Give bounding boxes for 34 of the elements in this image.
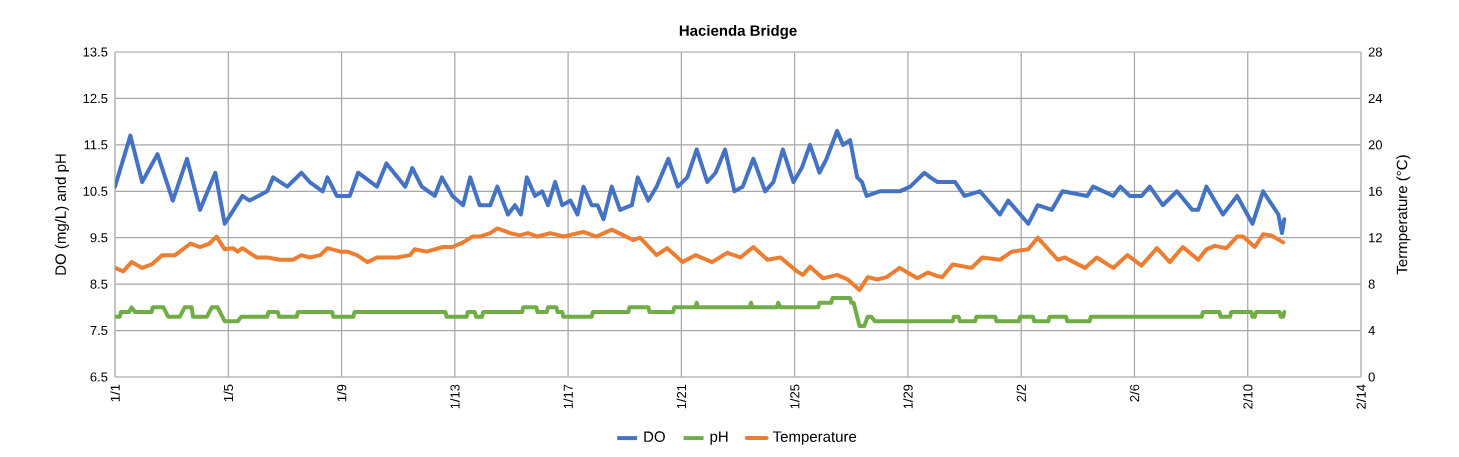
x-tick-label: 1/21 [676, 384, 687, 409]
y-tick-label: 13.5 [83, 47, 108, 57]
y2-tick-label: 0 [1368, 372, 1375, 382]
x-tick-label: 1/29 [903, 384, 913, 409]
y-tick-label: 10.5 [83, 186, 108, 196]
x-tick-label: 2/14 [1356, 384, 1366, 409]
y2-axis-title: Termperature (°C) [1396, 155, 1411, 275]
y-tick-label: 12.5 [83, 93, 108, 104]
legend-label: pH [710, 431, 728, 445]
y2-tick-label: 28 [1368, 47, 1382, 57]
y2-tick-label: 24 [1368, 93, 1383, 103]
x-tick-label: 1/25 [789, 384, 800, 409]
legend-label: Temperature [772, 431, 857, 445]
y2-tick-label: 12 [1369, 233, 1382, 243]
y-axis-title: DO (mg/L) and pH [54, 154, 69, 275]
y-tick-label: 9.5 [90, 233, 108, 243]
y-tick-label: 11.5 [84, 140, 108, 150]
x-tick-label: 2/10 [1242, 384, 1253, 409]
x-tick-label: 2/2 [1016, 384, 1026, 402]
x-tick-label: 2/6 [1129, 384, 1140, 402]
y2-tick-label: 8 [1368, 279, 1375, 289]
chart-title: Hacienda Bridge [679, 24, 797, 39]
x-tick-label: 1/9 [336, 384, 347, 402]
x-tick-label: 1/1 [110, 384, 120, 402]
y-tick-label: 7.5 [90, 326, 108, 336]
y2-tick-label: 16 [1369, 186, 1382, 196]
x-tick-label: 1/13 [450, 384, 460, 409]
y-tick-label: 6.5 [90, 372, 108, 382]
y-tick-label: 8.5 [90, 279, 108, 289]
x-tick-label: 1/5 [223, 384, 234, 402]
y2-tick-label: 20 [1368, 140, 1383, 150]
x-tick-label: 1/17 [563, 384, 573, 409]
legend-label: DO [644, 431, 665, 442]
y2-tick-label: 4 [1368, 326, 1375, 336]
